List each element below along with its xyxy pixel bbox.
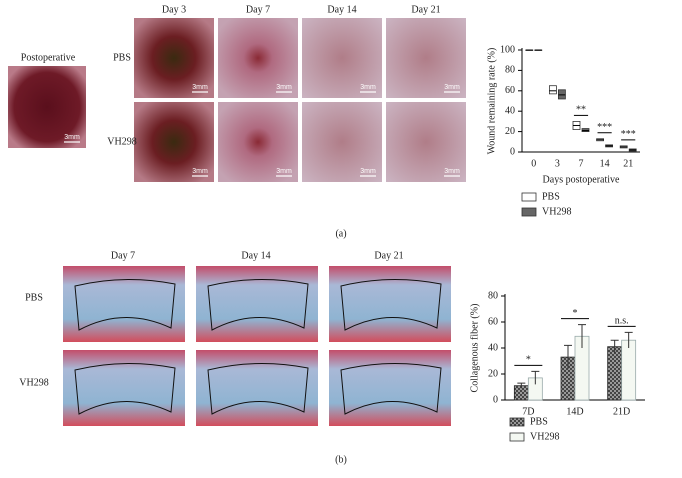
photo: [134, 18, 214, 98]
scale-text: 3mm: [360, 168, 376, 175]
error-bar: [610, 339, 619, 354]
bar: [607, 346, 623, 401]
annotation: **: [576, 105, 586, 116]
day-label: Day 21: [374, 250, 403, 261]
x-tick-label: 21: [623, 158, 633, 169]
legend-label: VH298: [542, 206, 571, 217]
scale-text: 3mm: [360, 84, 376, 91]
photo: [302, 102, 382, 182]
postop-label: Postoperative: [21, 52, 76, 63]
photo: [8, 66, 86, 148]
histology: [63, 350, 185, 426]
y-tick-label: 0: [493, 394, 498, 405]
legend-swatch: [521, 207, 537, 217]
y-tick-label: 20: [505, 126, 515, 137]
y-tick-label: 0: [510, 146, 515, 157]
legend-label: VH298: [530, 431, 559, 442]
y-tick-label: 60: [488, 316, 498, 327]
photo: [134, 102, 214, 182]
y-tick-label: 100: [500, 44, 515, 55]
error-bar: [624, 331, 633, 348]
legend-swatch: [509, 417, 525, 427]
outline: [74, 362, 176, 415]
annotation: ***: [621, 129, 636, 140]
outline: [340, 278, 442, 331]
annotation: *: [573, 308, 578, 319]
day-label: Day 21: [411, 4, 440, 15]
y-tick-label: 80: [505, 65, 515, 76]
scale-text: 3mm: [444, 84, 460, 91]
group-label: PBS: [25, 292, 43, 303]
day-label: Day 3: [162, 4, 186, 15]
photo: [386, 102, 466, 182]
day-label: Day 14: [327, 4, 356, 15]
histology: [329, 350, 451, 426]
histology: [329, 266, 451, 342]
scale-text: 3mm: [276, 84, 292, 91]
y-axis-label: Wound remaining rate (%): [486, 48, 497, 155]
annotation: *: [526, 355, 531, 366]
box: [558, 89, 566, 100]
photo: [218, 18, 298, 98]
group-label: VH298: [107, 136, 136, 147]
day-label: Day 7: [246, 4, 270, 15]
scale-text: 3mm: [192, 84, 208, 91]
x-tick-label: 14: [600, 158, 610, 169]
y-axis-label: Collagenous fiber (%): [469, 304, 480, 393]
photo-layer: 3mm 3mm 3mm 3mm 3mm 3mm 3mm 3mm 3mm: [8, 18, 466, 426]
error-bar: [517, 382, 526, 389]
photo: [218, 102, 298, 182]
box: [549, 85, 557, 95]
panel-label: (a): [335, 228, 346, 239]
y-tick-label: 40: [488, 342, 498, 353]
scale-text: 3mm: [276, 168, 292, 175]
x-tick-label: 7D: [522, 406, 534, 417]
x-tick-label: 3: [555, 158, 560, 169]
panel-label: (b): [335, 454, 347, 465]
y-tick-label: 20: [488, 368, 498, 379]
x-tick-label: 14D: [566, 406, 583, 417]
error-bar: [564, 344, 572, 369]
photo: [386, 18, 466, 98]
error-bar: [531, 370, 540, 385]
outline: [207, 278, 309, 331]
group-label: VH298: [19, 377, 48, 388]
histology: [196, 350, 318, 426]
x-tick-label: 0: [531, 158, 536, 169]
y-tick-label: 80: [488, 290, 498, 301]
histology: [196, 266, 318, 342]
legend-swatch: [521, 192, 537, 202]
day-label: Day 14: [241, 250, 270, 261]
group-label: PBS: [113, 52, 131, 63]
x-tick-label: 7: [579, 158, 584, 169]
error-bar: [578, 324, 586, 348]
box: [581, 128, 590, 132]
scale-text: 3mm: [444, 168, 460, 175]
legend-label: PBS: [542, 191, 560, 202]
day-label: Day 7: [111, 250, 135, 261]
legend-swatch: [509, 432, 525, 442]
scale-text: 3mm: [64, 134, 80, 141]
outline: [207, 362, 309, 415]
outline: [74, 278, 176, 331]
y-tick-label: 40: [505, 105, 515, 116]
x-axis-label: Days postoperative: [543, 174, 620, 185]
annotation: n.s.: [615, 316, 629, 327]
photo: [302, 18, 382, 98]
legend-label: PBS: [530, 416, 548, 427]
x-tick-label: 21D: [613, 406, 630, 417]
annotation: ***: [597, 122, 612, 133]
outline: [340, 362, 442, 415]
y-tick-label: 60: [505, 85, 515, 96]
scale-text: 3mm: [192, 168, 208, 175]
histology: [63, 266, 185, 342]
bar: [621, 339, 637, 401]
